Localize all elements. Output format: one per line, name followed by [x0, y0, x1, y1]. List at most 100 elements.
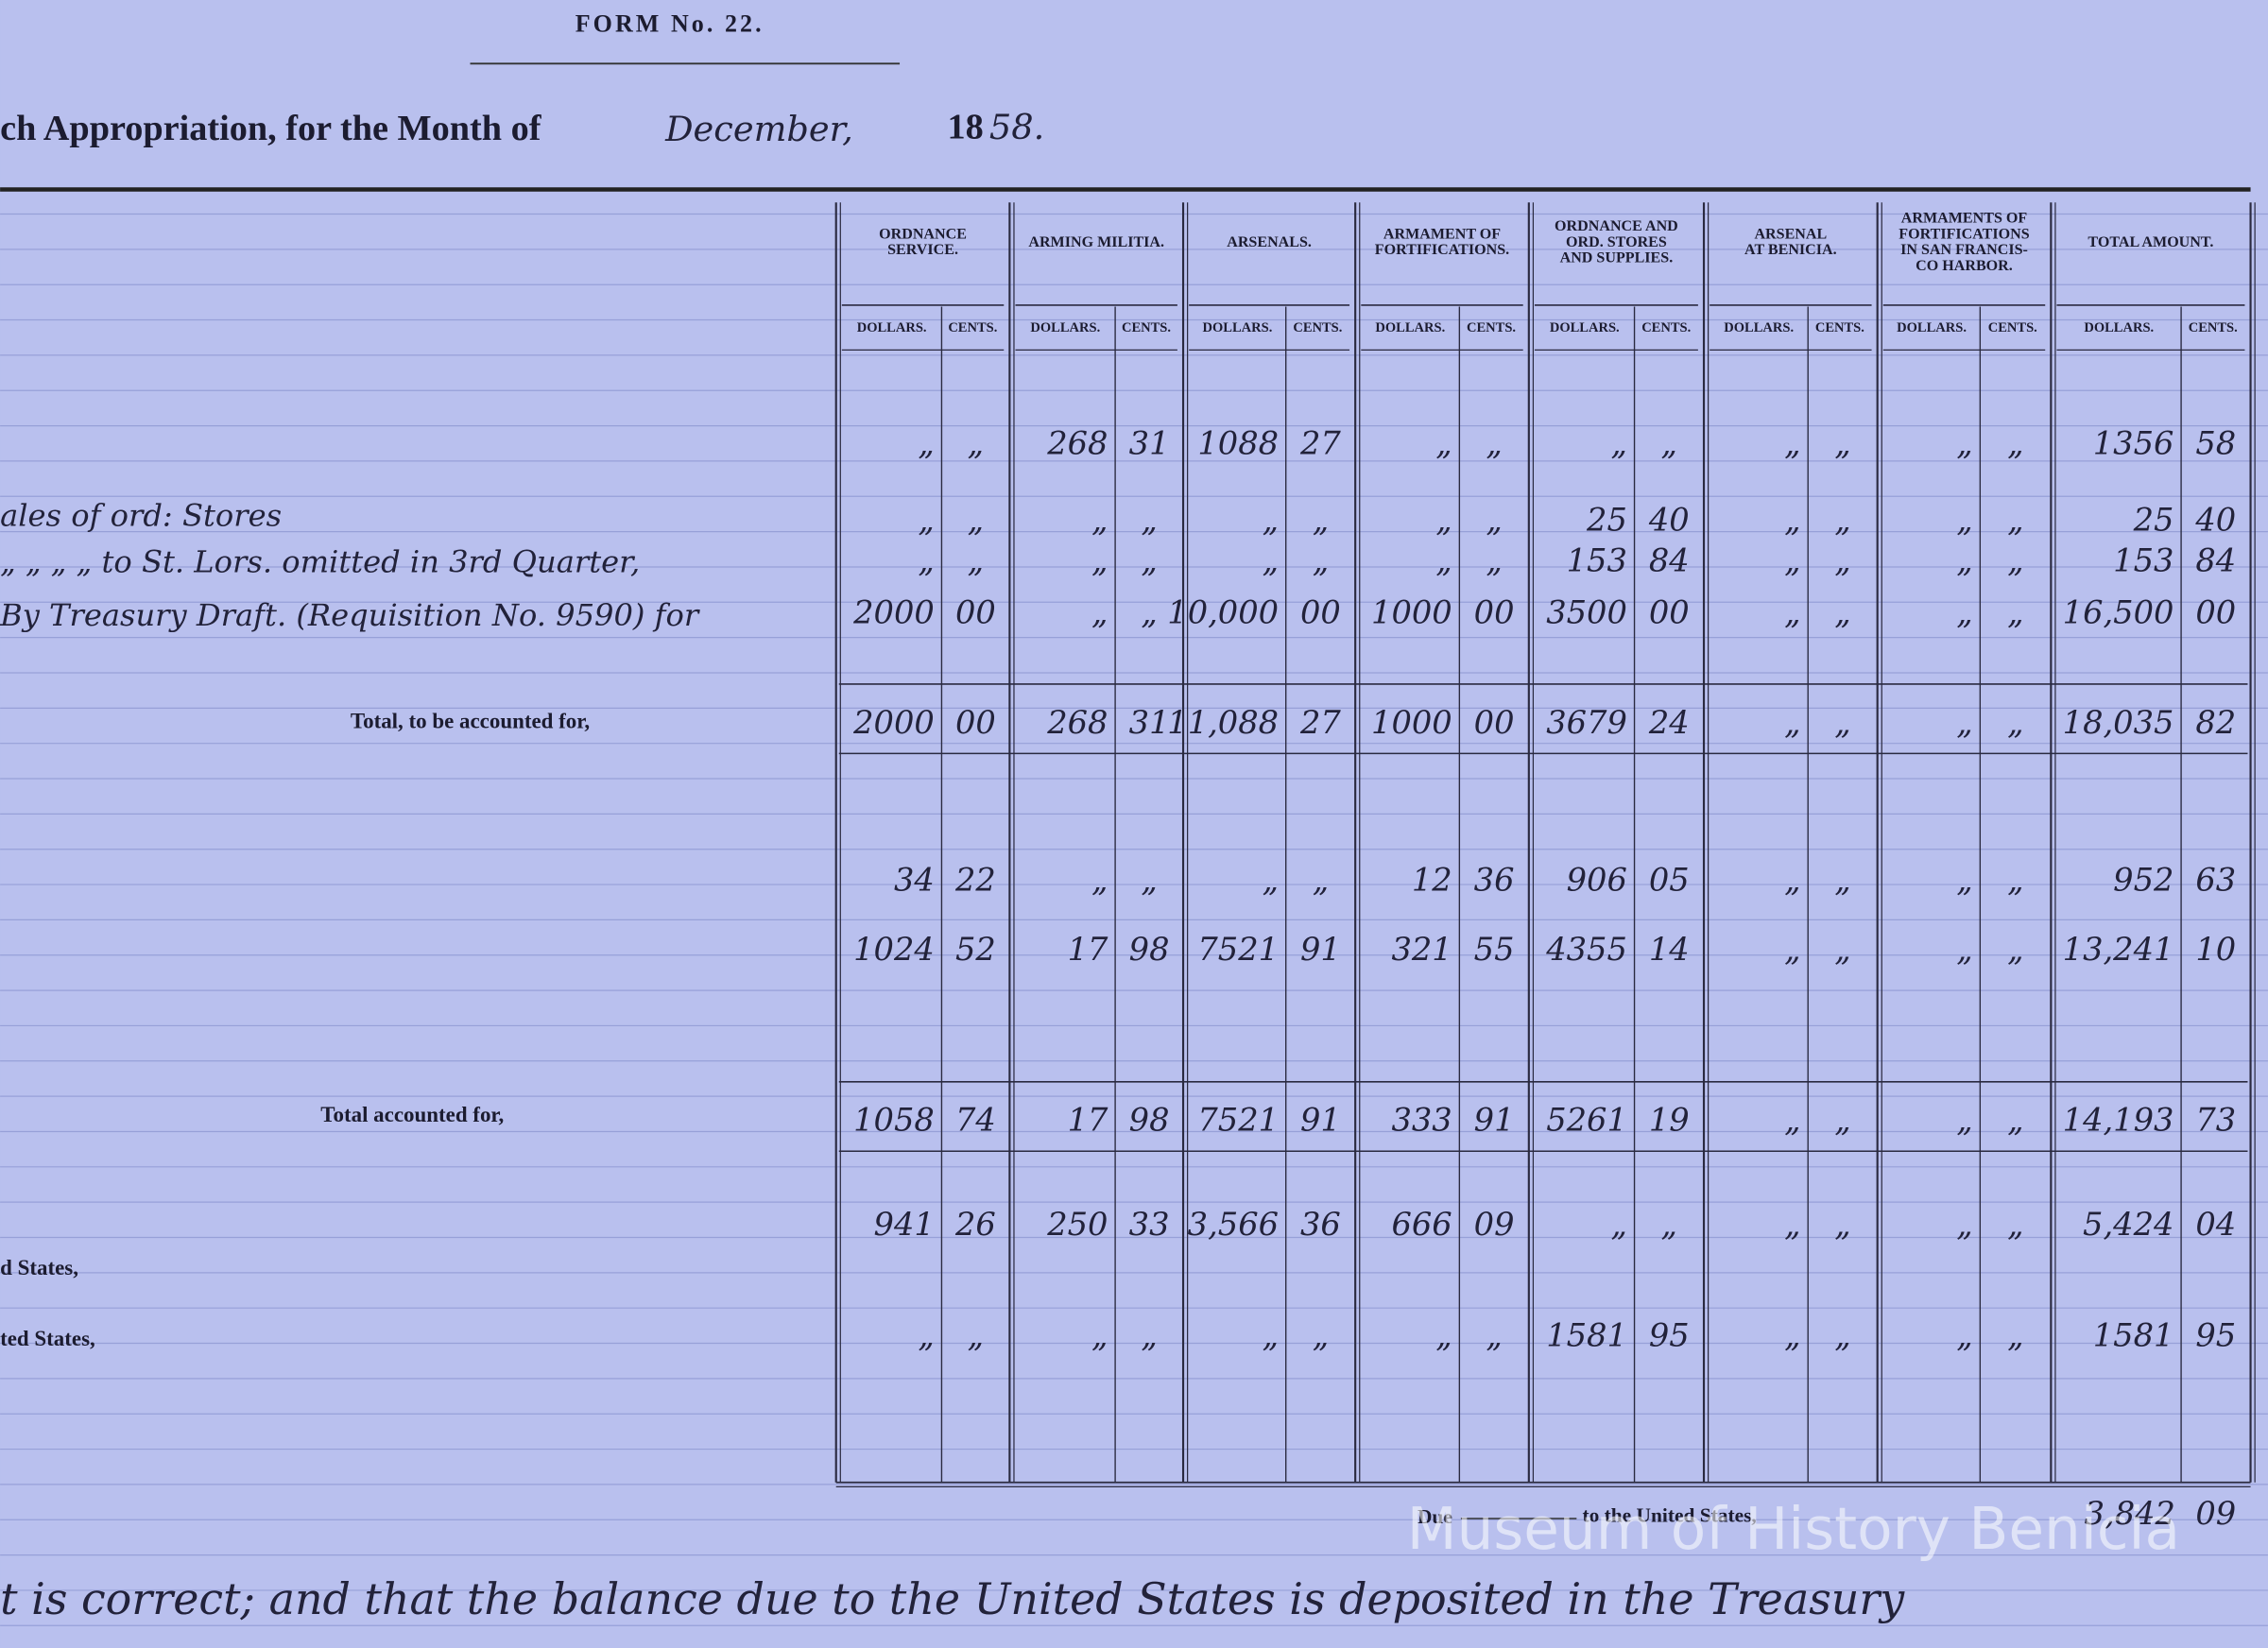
amount-cents: 04 [2195, 1206, 2236, 1243]
amount-cents: „ [1486, 424, 1502, 461]
watermark: Museum of History Benicia [1407, 1496, 2180, 1563]
dollars-heading: DOLLARS. [1203, 320, 1273, 335]
amount-dollars: 25 [1586, 502, 1627, 539]
amount-cents: 26 [954, 1206, 996, 1243]
amount-cents: 27 [1299, 424, 1341, 461]
column-heading: SERVICE. [887, 242, 958, 258]
year-suffix: 58. [989, 107, 1044, 147]
due-dollars: 3,842 [2085, 1495, 2175, 1532]
amount-dollars: 7521 [1197, 931, 1279, 968]
amount-cents: 40 [1648, 502, 1690, 539]
amount-cents: 58 [2195, 424, 2236, 461]
amount-cents: 52 [955, 931, 996, 968]
amount-dollars: 5,424 [2083, 1206, 2174, 1243]
amount-dollars: „ [1784, 1317, 1800, 1354]
amount-dollars: 250 [1046, 1206, 1108, 1243]
dollars-heading: DOLLARS. [2084, 320, 2154, 335]
amount-dollars: 1088 [1197, 424, 1279, 461]
month: December, [664, 109, 853, 149]
amount-dollars: „ [1435, 424, 1452, 461]
amount-cents: „ [968, 502, 984, 539]
row-label: „ „ „ „ to St. Lors. omitted in 3rd Quar… [0, 543, 640, 579]
amount-cents: „ [1141, 1317, 1157, 1354]
amount-cents: „ [1834, 541, 1850, 578]
amount-cents: 00 [1474, 704, 1515, 741]
amount-dollars: 13,241 [2063, 931, 2174, 968]
due-label: Due [1418, 1505, 1452, 1528]
ruled-lines [0, 213, 2268, 1626]
amount-cents: „ [1313, 1317, 1329, 1354]
amount-dollars: „ [1784, 541, 1800, 578]
amount-cents: „ [1141, 541, 1157, 578]
amount-dollars: „ [1784, 1206, 1800, 1243]
amount-dollars: 11,088 [1167, 704, 1279, 741]
amount-dollars: „ [1091, 502, 1108, 539]
row-label: ted States, [0, 1327, 95, 1350]
amount-cents: „ [2007, 502, 2023, 539]
amount-dollars: „ [1956, 1206, 1972, 1243]
amount-cents: 98 [1129, 1102, 1170, 1139]
amount-dollars: „ [1956, 541, 1972, 578]
row-label: By Treasury Draft. (Requisition No. 9590… [0, 597, 700, 633]
row-label: d States, [0, 1256, 78, 1279]
amount-dollars: 2000 [852, 704, 935, 741]
amount-cents: „ [2007, 1102, 2023, 1139]
amount-cents: „ [1313, 502, 1329, 539]
amount-dollars: „ [1263, 502, 1279, 539]
amount-cents: 63 [2195, 862, 2236, 899]
amount-dollars: 153 [1567, 541, 1627, 578]
column-heading: ARSENALS. [1227, 234, 1312, 250]
amount-cents: 31 [1129, 424, 1170, 461]
amount-dollars: 17 [1068, 931, 1108, 968]
dollars-heading: DOLLARS. [857, 320, 927, 335]
amount-cents: „ [2007, 931, 2023, 968]
amount-cents: „ [968, 424, 984, 461]
amount-dollars: 1581 [2093, 1317, 2174, 1354]
amount-dollars: „ [1956, 502, 1972, 539]
form-number: FORM No. 22. [576, 10, 765, 38]
amount-cents: „ [1486, 502, 1502, 539]
amount-dollars: „ [1956, 862, 1972, 899]
amount-dollars: 5261 [1546, 1102, 1627, 1139]
amount-cents: „ [2007, 1317, 2023, 1354]
amount-cents: „ [2007, 862, 2023, 899]
cents-heading: CENTS. [1988, 320, 2037, 335]
amount-cents: 24 [1648, 704, 1690, 741]
amount-cents: 22 [954, 862, 996, 899]
amount-cents: 19 [1649, 1102, 1690, 1139]
amount-dollars: „ [1784, 931, 1800, 968]
amount-dollars: 1356 [2093, 424, 2174, 461]
column-heading: TOTAL AMOUNT. [2088, 234, 2213, 250]
amount-dollars: 7521 [1197, 1102, 1279, 1139]
amount-cents: „ [1141, 593, 1157, 630]
amount-cents: „ [1486, 541, 1502, 578]
column-heading: ORDNANCE AND [1555, 218, 1678, 234]
amount-dollars: 153 [2113, 541, 2174, 578]
amount-dollars: „ [1610, 424, 1626, 461]
cents-heading: CENTS. [2189, 320, 2238, 335]
amount-cents: „ [1661, 1206, 1677, 1243]
amount-dollars: „ [1956, 704, 1972, 741]
amount-dollars: „ [1956, 1317, 1972, 1354]
amount-dollars: 16,500 [2063, 593, 2174, 630]
amount-dollars: 1581 [1546, 1317, 1627, 1354]
amount-dollars: 941 [874, 1206, 935, 1243]
amount-dollars: 18,035 [2063, 704, 2174, 741]
amount-dollars: 2000 [852, 593, 935, 630]
cents-heading: CENTS. [1122, 320, 1171, 335]
row-label: Total, to be accounted for, [351, 710, 590, 733]
amount-dollars: „ [1435, 541, 1452, 578]
amount-dollars: 25 [2133, 502, 2174, 539]
amount-dollars: 34 [894, 862, 935, 899]
amount-cents: „ [1834, 862, 1850, 899]
amount-cents: „ [1486, 1317, 1502, 1354]
amount-cents: „ [2007, 1206, 2023, 1243]
amount-dollars: „ [1263, 541, 1279, 578]
amount-dollars: „ [1091, 1317, 1108, 1354]
amount-cents: „ [1834, 593, 1850, 630]
amount-cents: 84 [2195, 541, 2236, 578]
amount-cents: 82 [2195, 704, 2236, 741]
